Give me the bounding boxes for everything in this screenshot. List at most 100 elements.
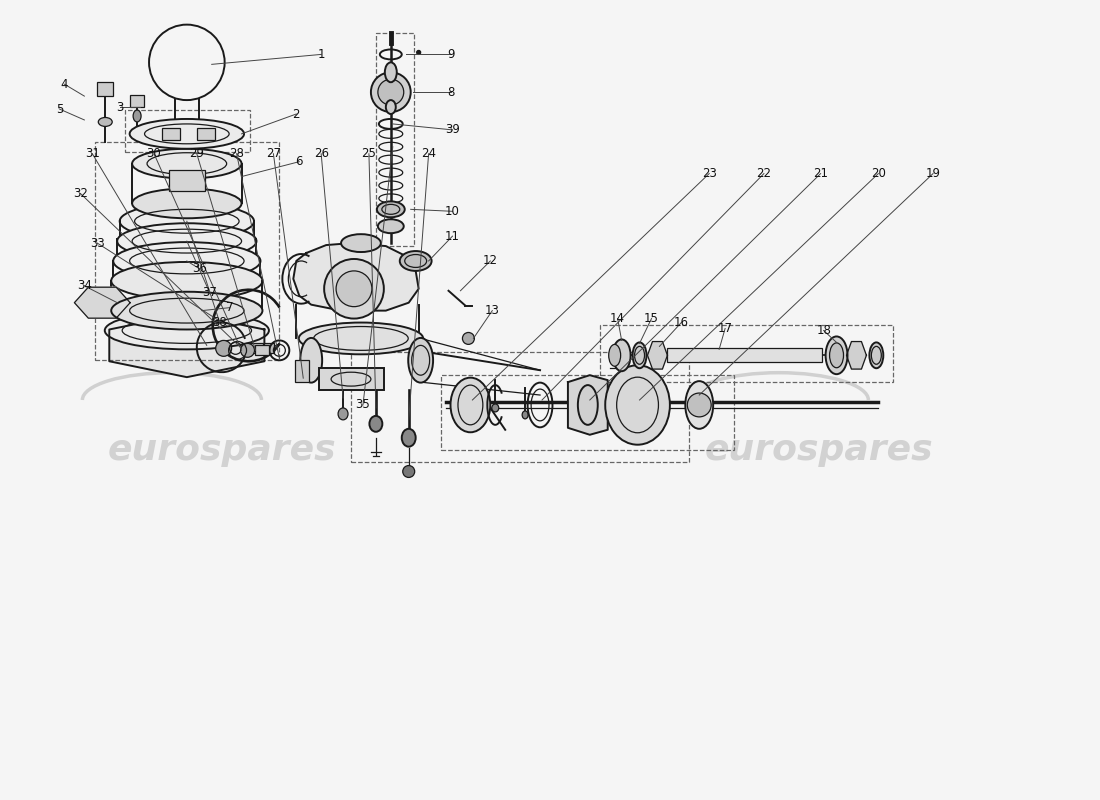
Ellipse shape <box>98 118 112 126</box>
Polygon shape <box>109 314 264 377</box>
Text: 21: 21 <box>813 167 828 180</box>
Text: 33: 33 <box>90 237 104 250</box>
Text: 26: 26 <box>314 147 329 160</box>
Circle shape <box>417 50 420 54</box>
Bar <box>668 348 822 362</box>
Circle shape <box>337 271 372 306</box>
Bar <box>125 110 250 152</box>
Text: 39: 39 <box>446 123 460 136</box>
Ellipse shape <box>378 219 404 233</box>
Polygon shape <box>568 375 607 434</box>
Ellipse shape <box>300 338 322 382</box>
Bar <box>130 95 144 107</box>
Text: 8: 8 <box>447 86 454 98</box>
Text: 18: 18 <box>816 324 831 337</box>
Ellipse shape <box>492 404 498 412</box>
Bar <box>376 33 414 246</box>
Circle shape <box>462 333 474 344</box>
Text: 4: 4 <box>60 78 68 90</box>
Bar <box>351 352 690 462</box>
Text: 36: 36 <box>192 262 207 275</box>
Circle shape <box>241 343 254 358</box>
Bar <box>97 82 113 96</box>
Bar <box>264 343 274 354</box>
Text: 3: 3 <box>117 101 124 114</box>
Bar <box>441 375 734 450</box>
Ellipse shape <box>120 203 254 239</box>
Circle shape <box>688 393 712 417</box>
Ellipse shape <box>402 429 416 446</box>
Ellipse shape <box>299 322 424 354</box>
Text: 27: 27 <box>266 147 280 160</box>
Ellipse shape <box>826 337 847 374</box>
Text: 30: 30 <box>146 147 162 160</box>
Polygon shape <box>294 243 419 310</box>
Text: 20: 20 <box>871 167 886 180</box>
Text: 32: 32 <box>73 187 88 200</box>
Ellipse shape <box>613 339 630 371</box>
Circle shape <box>216 341 232 356</box>
Bar <box>96 142 279 360</box>
Ellipse shape <box>386 100 396 114</box>
Bar <box>242 343 264 354</box>
Polygon shape <box>75 287 130 318</box>
Circle shape <box>403 466 415 478</box>
Ellipse shape <box>829 343 844 368</box>
Text: 38: 38 <box>212 316 227 329</box>
Text: 28: 28 <box>229 147 244 160</box>
Text: 6: 6 <box>296 155 303 168</box>
Ellipse shape <box>341 234 381 252</box>
Ellipse shape <box>132 189 242 218</box>
Text: 19: 19 <box>925 167 940 180</box>
Circle shape <box>371 72 410 112</box>
Ellipse shape <box>578 385 597 425</box>
Ellipse shape <box>130 119 244 149</box>
Text: 11: 11 <box>446 230 460 242</box>
Text: 29: 29 <box>189 147 205 160</box>
Ellipse shape <box>113 242 261 280</box>
Text: 10: 10 <box>446 205 460 218</box>
Ellipse shape <box>632 342 647 368</box>
Ellipse shape <box>377 202 405 218</box>
Ellipse shape <box>133 110 141 122</box>
Bar <box>169 170 205 191</box>
Ellipse shape <box>451 378 491 432</box>
Ellipse shape <box>608 344 620 366</box>
Text: 37: 37 <box>202 286 217 299</box>
Text: eurospares: eurospares <box>108 433 336 466</box>
Text: 14: 14 <box>610 312 625 325</box>
Ellipse shape <box>111 262 263 300</box>
Text: 9: 9 <box>447 48 454 61</box>
Bar <box>319 368 384 390</box>
Text: 7: 7 <box>226 301 233 314</box>
Text: 13: 13 <box>485 304 499 317</box>
Text: 31: 31 <box>85 147 100 160</box>
Text: 24: 24 <box>421 147 436 160</box>
Text: 16: 16 <box>674 316 689 329</box>
Polygon shape <box>648 342 668 369</box>
Bar <box>295 360 309 382</box>
Polygon shape <box>847 342 867 369</box>
Text: eurospares: eurospares <box>704 433 933 466</box>
Text: 1: 1 <box>318 48 324 61</box>
Ellipse shape <box>370 416 383 432</box>
Ellipse shape <box>104 312 268 350</box>
Ellipse shape <box>522 411 528 419</box>
Ellipse shape <box>132 149 242 178</box>
Bar <box>600 325 893 382</box>
Circle shape <box>324 259 384 318</box>
Ellipse shape <box>605 366 670 445</box>
Ellipse shape <box>338 408 348 420</box>
Text: 15: 15 <box>644 312 659 325</box>
Circle shape <box>378 79 404 105</box>
Ellipse shape <box>385 62 397 82</box>
Circle shape <box>148 25 224 100</box>
Text: 22: 22 <box>757 167 771 180</box>
Polygon shape <box>606 366 670 445</box>
Text: 17: 17 <box>717 322 733 335</box>
Text: 25: 25 <box>362 147 376 160</box>
Ellipse shape <box>869 342 883 368</box>
Text: 5: 5 <box>56 102 63 115</box>
Text: 2: 2 <box>293 107 300 121</box>
Ellipse shape <box>111 292 263 330</box>
